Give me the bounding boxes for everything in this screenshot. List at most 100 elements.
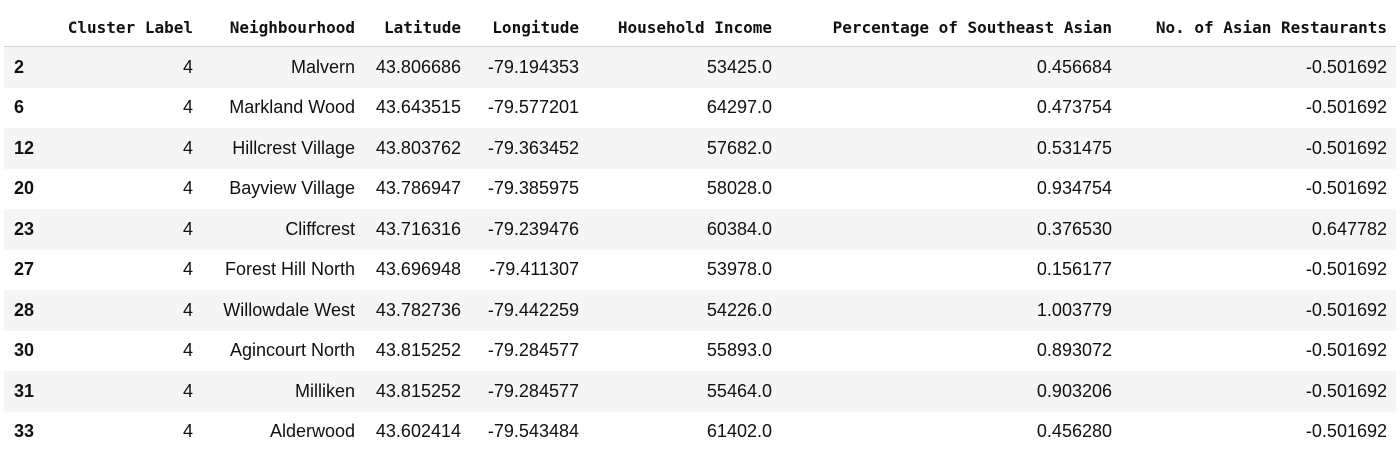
table-row: 20 4 Bayview Village 43.786947 -79.385975 580… (4, 168, 1396, 209)
cell-household-income: 60384.0 (588, 209, 781, 250)
table-row: 33 4 Alderwood 43.602414 -79.543484 61402.0 0.… (4, 411, 1396, 452)
cell-percentage-southeast-asian: 0.934754 (781, 168, 1121, 209)
row-index: 31 (4, 371, 49, 412)
table-row: 12 4 Hillcrest Village 43.803762 -79.363452 5… (4, 128, 1396, 169)
cell-household-income: 53978.0 (588, 249, 781, 290)
cell-cluster-label: 4 (49, 168, 202, 209)
column-header-household-income: Household Income (588, 8, 781, 47)
cell-longitude: -79.442259 (470, 290, 588, 331)
cell-latitude: 43.815252 (364, 371, 470, 412)
dataframe-table: Cluster Label Neighbourhood Latitude Lon… (4, 8, 1396, 452)
cell-cluster-label: 4 (49, 87, 202, 128)
cell-percentage-southeast-asian: 0.456684 (781, 46, 1121, 88)
cell-neighbourhood: Malvern (202, 46, 364, 88)
cell-household-income: 58028.0 (588, 168, 781, 209)
cell-latitude: 43.806686 (364, 46, 470, 88)
row-index: 20 (4, 168, 49, 209)
cell-neighbourhood: Hillcrest Village (202, 128, 364, 169)
table-row: 6 4 Markland Wood 43.643515 -79.577201 64297.… (4, 87, 1396, 128)
cell-cluster-label: 4 (49, 209, 202, 250)
cell-latitude: 43.782736 (364, 290, 470, 331)
cell-household-income: 54226.0 (588, 290, 781, 331)
cell-asian-restaurants: -0.501692 (1121, 330, 1396, 371)
cell-household-income: 57682.0 (588, 128, 781, 169)
cell-longitude: -79.239476 (470, 209, 588, 250)
cell-cluster-label: 4 (49, 128, 202, 169)
row-index: 27 (4, 249, 49, 290)
cell-asian-restaurants: -0.501692 (1121, 290, 1396, 331)
cell-neighbourhood: Bayview Village (202, 168, 364, 209)
cell-cluster-label: 4 (49, 46, 202, 88)
row-index: 33 (4, 411, 49, 452)
cell-cluster-label: 4 (49, 330, 202, 371)
cell-cluster-label: 4 (49, 411, 202, 452)
cell-asian-restaurants: 0.647782 (1121, 209, 1396, 250)
cell-percentage-southeast-asian: 0.456280 (781, 411, 1121, 452)
table-row: 23 4 Cliffcrest 43.716316 -79.239476 60384.0 0… (4, 209, 1396, 250)
table-row: 31 4 Milliken 43.815252 -79.284577 55464.0 0.9… (4, 371, 1396, 412)
cell-neighbourhood: Willowdale West (202, 290, 364, 331)
column-header-longitude: Longitude (470, 8, 588, 47)
cell-asian-restaurants: -0.501692 (1121, 46, 1396, 88)
cell-asian-restaurants: -0.501692 (1121, 371, 1396, 412)
cell-asian-restaurants: -0.501692 (1121, 87, 1396, 128)
cell-household-income: 64297.0 (588, 87, 781, 128)
column-header-cluster-label: Cluster Label (49, 8, 202, 47)
row-index: 23 (4, 209, 49, 250)
row-index: 28 (4, 290, 49, 331)
cell-percentage-southeast-asian: 0.156177 (781, 249, 1121, 290)
cell-neighbourhood: Milliken (202, 371, 364, 412)
cell-longitude: -79.284577 (470, 371, 588, 412)
cell-asian-restaurants: -0.501692 (1121, 128, 1396, 169)
cell-percentage-southeast-asian: 0.376530 (781, 209, 1121, 250)
cell-asian-restaurants: -0.501692 (1121, 249, 1396, 290)
header-row: Cluster Label Neighbourhood Latitude Lon… (4, 8, 1396, 47)
row-index: 12 (4, 128, 49, 169)
column-header-latitude: Latitude (364, 8, 470, 47)
cell-neighbourhood: Forest Hill North (202, 249, 364, 290)
cell-household-income: 55464.0 (588, 371, 781, 412)
cell-percentage-southeast-asian: 1.003779 (781, 290, 1121, 331)
column-header-neighbourhood: Neighbourhood (202, 8, 364, 47)
cell-latitude: 43.815252 (364, 330, 470, 371)
cell-longitude: -79.363452 (470, 128, 588, 169)
cell-longitude: -79.284577 (470, 330, 588, 371)
cell-longitude: -79.194353 (470, 46, 588, 88)
table-row: 27 4 Forest Hill North 43.696948 -79.411307 5… (4, 249, 1396, 290)
cell-household-income: 53425.0 (588, 46, 781, 88)
cell-latitude: 43.696948 (364, 249, 470, 290)
row-index: 30 (4, 330, 49, 371)
cell-latitude: 43.786947 (364, 168, 470, 209)
table-body: 2 4 Malvern 43.806686 -79.194353 53425.0 0.456… (4, 46, 1396, 452)
cell-cluster-label: 4 (49, 249, 202, 290)
cell-asian-restaurants: -0.501692 (1121, 411, 1396, 452)
index-header (4, 8, 49, 47)
column-header-percentage-southeast-asian: Percentage of Southeast Asian (781, 8, 1121, 47)
cell-latitude: 43.602414 (364, 411, 470, 452)
cell-percentage-southeast-asian: 0.531475 (781, 128, 1121, 169)
cell-cluster-label: 4 (49, 290, 202, 331)
cell-latitude: 43.803762 (364, 128, 470, 169)
cell-neighbourhood: Markland Wood (202, 87, 364, 128)
cell-longitude: -79.385975 (470, 168, 588, 209)
row-index: 6 (4, 87, 49, 128)
cell-percentage-southeast-asian: 0.473754 (781, 87, 1121, 128)
cell-neighbourhood: Cliffcrest (202, 209, 364, 250)
table-row: 30 4 Agincourt North 43.815252 -79.284577 558… (4, 330, 1396, 371)
column-header-asian-restaurants: No. of Asian Restaurants (1121, 8, 1396, 47)
cell-household-income: 55893.0 (588, 330, 781, 371)
cell-latitude: 43.643515 (364, 87, 470, 128)
table-row: 28 4 Willowdale West 43.782736 -79.442259 542… (4, 290, 1396, 331)
cell-longitude: -79.411307 (470, 249, 588, 290)
cell-latitude: 43.716316 (364, 209, 470, 250)
cell-percentage-southeast-asian: 0.893072 (781, 330, 1121, 371)
cell-asian-restaurants: -0.501692 (1121, 168, 1396, 209)
table-row: 2 4 Malvern 43.806686 -79.194353 53425.0 0.456… (4, 46, 1396, 88)
cell-longitude: -79.543484 (470, 411, 588, 452)
cell-neighbourhood: Agincourt North (202, 330, 364, 371)
cell-percentage-southeast-asian: 0.903206 (781, 371, 1121, 412)
table-header: Cluster Label Neighbourhood Latitude Lon… (4, 8, 1396, 47)
cell-longitude: -79.577201 (470, 87, 588, 128)
cell-cluster-label: 4 (49, 371, 202, 412)
